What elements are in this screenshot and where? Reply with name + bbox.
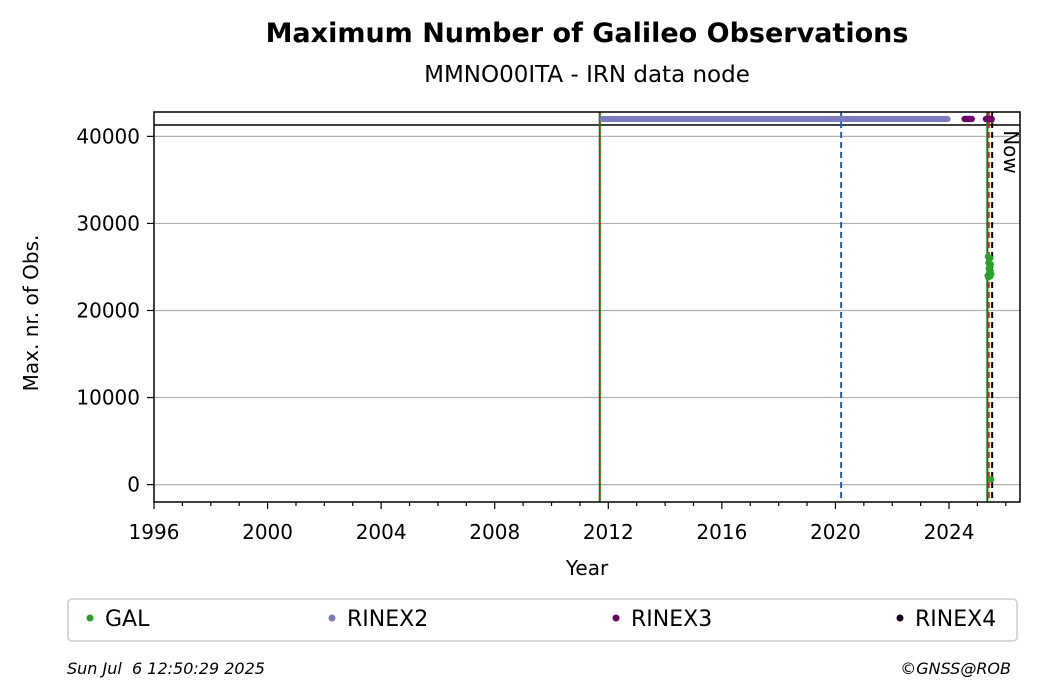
legend-marker-rinex4 xyxy=(896,614,904,622)
data-point-gal xyxy=(986,255,994,262)
footer-credit: ©GNSS@ROB xyxy=(900,659,1011,678)
y-tick-label: 20000 xyxy=(76,298,140,322)
x-tick-label: 2020 xyxy=(810,520,861,544)
data-point-gal xyxy=(987,261,994,268)
x-axis-label: Year xyxy=(565,556,609,580)
legend-marker-rinex2 xyxy=(328,614,336,622)
data-series xyxy=(599,115,995,483)
legend-marker-rinex3 xyxy=(612,614,620,622)
plot-frame xyxy=(153,111,1021,503)
x-tick-label: 2008 xyxy=(469,520,520,544)
chart-subtitle: MMNO00ITA - IRN data node xyxy=(424,62,750,88)
data-point-rinex3 xyxy=(968,115,975,123)
y-tick-label: 30000 xyxy=(76,211,140,235)
chart-title: Maximum Number of Galileo Observations xyxy=(266,18,909,49)
y-tick-label: 40000 xyxy=(76,124,140,148)
now-label: Now xyxy=(999,130,1023,174)
y-axis-ticks: 0 10000 20000 30000 40000 xyxy=(76,124,154,497)
legend-label-rinex3: RINEX3 xyxy=(631,607,712,632)
x-tick-label: 2016 xyxy=(696,520,747,544)
x-tick-label: 2004 xyxy=(356,520,407,544)
x-tick-label: 2012 xyxy=(583,520,634,544)
grid-lines xyxy=(154,124,1020,486)
x-tick-label: 1996 xyxy=(129,520,180,544)
footer-timestamp: Sun Jul 6 12:50:29 2025 xyxy=(67,659,265,678)
data-point-rinex3 xyxy=(988,115,995,123)
y-tick-label: 10000 xyxy=(76,386,140,410)
legend-label-rinex2: RINEX2 xyxy=(347,607,428,632)
legend: GAL RINEX2 RINEX3 RINEX4 xyxy=(86,607,996,632)
x-tick-label: 2024 xyxy=(924,520,975,544)
y-axis-label: Max. nr. of Obs. xyxy=(19,235,43,392)
y-tick-label: 0 xyxy=(127,473,140,497)
legend-label-rinex4: RINEX4 xyxy=(915,607,996,632)
x-tick-label: 2000 xyxy=(242,520,293,544)
vertical-markers xyxy=(598,112,994,502)
x-axis-ticks: 1996 2000 2004 2008 2012 2016 2020 2024 xyxy=(129,502,1007,544)
legend-marker-gal xyxy=(86,614,94,622)
data-point-gal xyxy=(987,476,995,483)
legend-label-gal: GAL xyxy=(105,607,150,632)
data-point-gal xyxy=(988,270,995,278)
legend-box xyxy=(67,598,1018,642)
